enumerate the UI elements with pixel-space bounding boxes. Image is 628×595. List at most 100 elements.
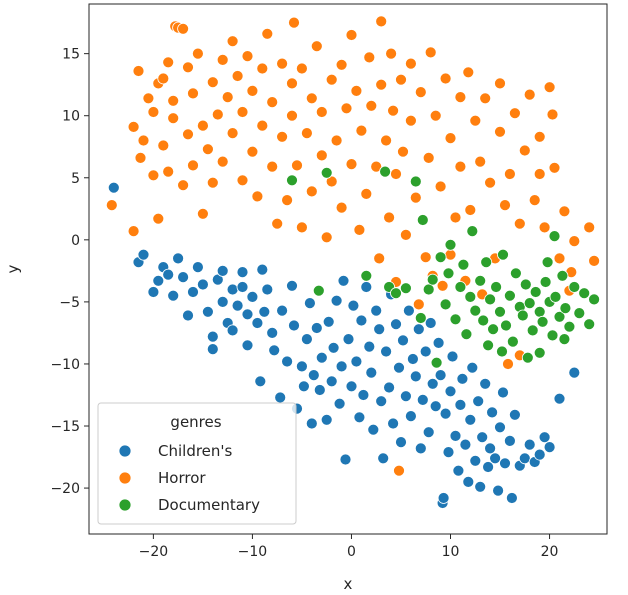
point-series-1-0 [105, 199, 118, 212]
point-series-1-74 [350, 85, 363, 97]
point-series-1-38 [236, 174, 249, 187]
point-series-2-40 [523, 297, 536, 310]
point-series-0-7 [167, 289, 180, 302]
point-series-1-62 [310, 40, 323, 53]
point-series-1-59 [300, 127, 313, 140]
point-series-0-39 [286, 279, 298, 292]
point-series-1-133 [533, 130, 546, 143]
point-series-0-45 [303, 297, 316, 310]
point-series-2-34 [503, 289, 516, 302]
ticks-layer: −20 −10 0 10 20 −20 −15 −10 −5 0 5 10 15 [50, 47, 558, 560]
point-series-0-64 [353, 411, 366, 424]
point-series-1-134 [538, 221, 551, 234]
legend-marker-childrens [118, 444, 132, 458]
point-series-2-51 [559, 302, 572, 315]
point-series-0-102 [444, 385, 457, 398]
point-series-0-94 [426, 377, 439, 390]
point-series-0-114 [474, 480, 487, 493]
point-series-1-105 [436, 279, 449, 292]
point-series-2-10 [416, 214, 429, 226]
point-series-0-61 [345, 380, 358, 393]
point-series-1-121 [494, 125, 506, 138]
point-series-0-69 [365, 366, 378, 379]
point-series-2-4 [379, 165, 392, 178]
point-series-0-22 [226, 324, 239, 337]
point-series-1-26 [196, 119, 209, 132]
point-series-0-113 [472, 395, 485, 408]
y-tick-label: 15 [62, 47, 80, 63]
point-series-0-129 [518, 452, 531, 465]
y-axis-label: y [4, 264, 22, 273]
point-series-0-103 [446, 350, 459, 363]
point-series-1-113 [462, 66, 475, 79]
point-series-1-45 [256, 62, 269, 75]
point-series-1-66 [325, 73, 338, 86]
point-series-0-27 [241, 339, 254, 352]
point-series-0-54 [327, 341, 340, 354]
point-series-1-42 [246, 85, 259, 97]
point-series-2-64 [482, 339, 495, 352]
point-series-1-32 [216, 54, 229, 66]
point-series-1-111 [454, 160, 467, 173]
y-tick-label: −5 [59, 295, 80, 311]
point-series-1-58 [295, 62, 308, 75]
point-series-1-98 [414, 86, 427, 98]
point-series-1-107 [444, 132, 457, 145]
point-series-1-90 [393, 464, 405, 477]
point-series-0-29 [251, 317, 264, 329]
point-series-0-88 [412, 323, 425, 336]
point-series-0-92 [422, 426, 435, 439]
point-series-1-103 [429, 109, 442, 122]
point-series-1-82 [375, 78, 388, 91]
point-series-2-58 [533, 346, 546, 359]
y-tick-label: 0 [71, 233, 80, 249]
point-series-0-0 [107, 181, 120, 194]
y-tick-label: 5 [71, 171, 80, 187]
point-series-0-35 [268, 344, 281, 357]
point-series-1-64 [315, 106, 328, 118]
point-series-2-18 [449, 313, 462, 326]
point-series-0-134 [543, 441, 556, 454]
point-series-0-30 [254, 375, 267, 388]
point-series-0-70 [367, 423, 380, 436]
point-series-1-68 [330, 134, 343, 147]
point-series-0-78 [387, 417, 400, 430]
point-series-2-57 [588, 293, 600, 306]
point-series-1-118 [479, 92, 492, 105]
point-series-1-142 [568, 235, 581, 248]
point-series-2-44 [536, 315, 549, 328]
point-series-2-35 [507, 335, 519, 348]
point-series-0-31 [256, 263, 269, 276]
point-series-0-82 [397, 334, 409, 347]
point-series-0-80 [393, 361, 405, 374]
point-series-0-107 [456, 372, 469, 385]
point-series-2-26 [477, 314, 490, 327]
point-series-0-90 [416, 393, 429, 406]
point-series-2-20 [457, 258, 470, 271]
point-series-1-127 [513, 217, 526, 230]
point-series-1-29 [206, 76, 219, 89]
point-series-1-24 [187, 87, 199, 100]
point-series-0-8 [172, 252, 185, 265]
y-tick-label: 10 [62, 109, 80, 125]
point-series-0-24 [236, 266, 249, 279]
point-series-1-35 [226, 35, 239, 48]
points-layer [105, 15, 600, 509]
point-series-0-109 [462, 475, 475, 488]
point-series-1-137 [548, 161, 561, 174]
point-series-1-15 [167, 112, 180, 125]
point-series-1-31 [211, 108, 224, 121]
point-series-1-56 [291, 159, 303, 172]
point-series-2-39 [519, 278, 532, 291]
point-series-0-48 [310, 322, 323, 334]
point-series-1-93 [399, 228, 412, 241]
point-series-0-121 [492, 484, 505, 497]
point-series-0-87 [409, 370, 422, 383]
point-series-0-46 [305, 417, 318, 430]
point-series-2-48 [549, 290, 562, 303]
point-series-1-84 [380, 134, 393, 147]
point-series-0-106 [454, 398, 467, 411]
point-series-0-89 [414, 442, 427, 455]
point-series-1-65 [320, 231, 333, 244]
